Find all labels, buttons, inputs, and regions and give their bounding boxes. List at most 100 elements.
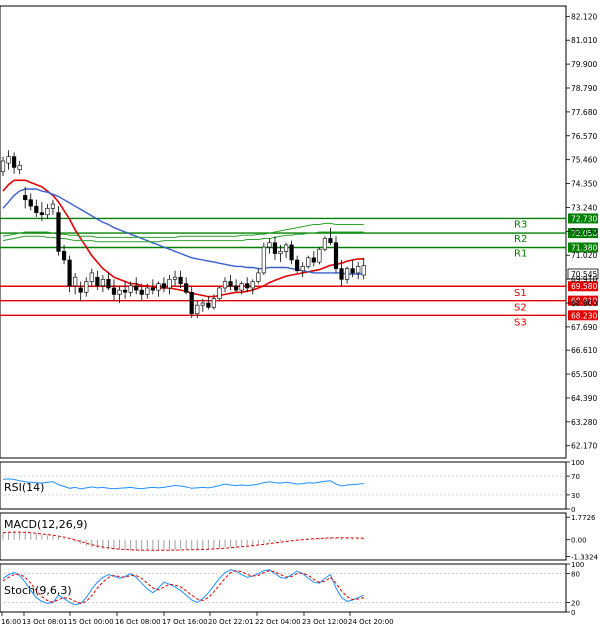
rsi-tick-label: 30: [571, 492, 580, 500]
x-tick-label: 16:00: [1, 618, 21, 626]
candle-up: [6, 156, 11, 164]
candle-up: [267, 242, 272, 248]
level-price-label-s3: 68.230: [571, 311, 597, 320]
candle-up: [300, 266, 305, 272]
x-tick-label: 22 Oct 04:00: [255, 618, 301, 626]
candle-down: [28, 199, 33, 207]
price-tick-label: 79.900: [571, 60, 597, 69]
candle-up: [167, 279, 172, 289]
level-name-r3: R3: [514, 219, 527, 230]
x-tick-label: 16 Oct 08:00: [115, 618, 161, 626]
price-tick-label: 62.170: [571, 442, 597, 451]
price-panel: [0, 5, 567, 459]
candle-down: [184, 283, 189, 293]
candle-down: [34, 205, 39, 213]
price-tick-label: 67.690: [571, 323, 597, 332]
candle-down: [61, 251, 67, 261]
candle-down: [139, 289, 144, 295]
candle-down: [339, 268, 344, 280]
candle-up: [317, 248, 322, 263]
level-price-box-s2: [568, 295, 598, 306]
x-tick-label: 13 Oct 08:01: [22, 618, 68, 626]
candle-up: [73, 276, 78, 287]
candle-down: [206, 302, 211, 308]
price-tick-label: 78.790: [571, 84, 597, 93]
level-name-r1: R1: [514, 248, 527, 259]
level-price-label-s2: 68.910: [571, 297, 597, 306]
price-tick-label: 77.680: [571, 108, 597, 117]
candle-down: [111, 287, 117, 295]
candle-up: [283, 244, 289, 252]
price-tick-label: 63.280: [571, 418, 597, 427]
candle-down: [272, 242, 278, 254]
candle-up: [0, 160, 6, 173]
candle-up: [50, 203, 56, 209]
candle-down: [56, 212, 61, 252]
price-tick-label: 81.010: [571, 36, 597, 45]
macd-title: MACD(12,26,9): [4, 518, 88, 531]
price-tick-label: 69.910: [571, 275, 597, 284]
level-price-label-r1: 71.380: [571, 243, 597, 252]
stoch-title: Stoch(9,6,3): [4, 584, 72, 597]
candle-down: [134, 285, 139, 291]
candle-up: [261, 246, 266, 274]
rsi-tick-label: 70: [571, 473, 580, 481]
level-name-s1: S1: [514, 288, 527, 299]
stoch-tick-label: 100: [571, 561, 584, 569]
level-name-s2: S2: [514, 303, 527, 314]
x-tick-label: 24 Oct 20:00: [348, 618, 394, 626]
candle-up: [344, 268, 350, 280]
rsi-line: [2, 478, 364, 490]
x-tick-label: 17 Oct 16:00: [162, 618, 208, 626]
level-price-label-r2: 72.050: [571, 229, 597, 238]
candle-up: [256, 272, 261, 282]
candle-up: [239, 283, 244, 291]
price-tick-label: 73.240: [571, 203, 597, 212]
candle-down: [350, 268, 355, 274]
macd-tick-label: 0.00: [571, 537, 587, 545]
rsi-tick-label: 0: [571, 506, 575, 514]
rsi-tick-label: 100: [571, 459, 584, 467]
candle-up: [156, 283, 161, 291]
candle-down: [245, 283, 250, 289]
macd-tick-label: 1.7726: [571, 514, 596, 522]
candle-up: [17, 164, 22, 170]
candle-down: [39, 212, 44, 216]
candle-up: [145, 287, 150, 295]
candle-up: [89, 272, 94, 282]
candle-down: [161, 283, 167, 289]
candle-down: [67, 259, 72, 287]
candle-down: [12, 156, 17, 168]
candle-down: [311, 257, 316, 263]
price-series-line-2: [2, 222, 364, 238]
candle-down: [106, 279, 111, 289]
x-tick-label: 23 Oct 12:00: [302, 618, 348, 626]
level-price-label-s1: 69.580: [571, 282, 597, 291]
candle-down: [150, 287, 155, 291]
candle-up: [322, 238, 328, 250]
current-price-box: [567, 268, 599, 280]
price-tick-label: 66.610: [571, 346, 597, 355]
candle-up: [172, 276, 178, 280]
candle-up: [45, 208, 50, 216]
candle-up: [306, 257, 311, 267]
price-tick-label: 71.020: [571, 251, 597, 260]
level-price-box-r1: [568, 242, 598, 253]
candle-down: [78, 287, 83, 293]
price-tick-label: 65.500: [571, 370, 597, 379]
candle-up: [356, 266, 361, 274]
level-price-box-r3: [568, 213, 598, 224]
candle-down: [289, 244, 294, 261]
price-tick-label: 75.460: [571, 156, 597, 165]
level-price-box-r2: [568, 228, 598, 239]
candle-up: [211, 298, 217, 308]
rsi-panel: [0, 461, 567, 510]
candle-down: [333, 242, 339, 269]
candle-up: [222, 281, 228, 289]
candle-up: [361, 265, 366, 276]
candle-down: [23, 195, 28, 201]
stoch-panel: [0, 563, 567, 613]
stoch-tick-label: 20: [571, 599, 580, 607]
candle-down: [178, 276, 183, 284]
